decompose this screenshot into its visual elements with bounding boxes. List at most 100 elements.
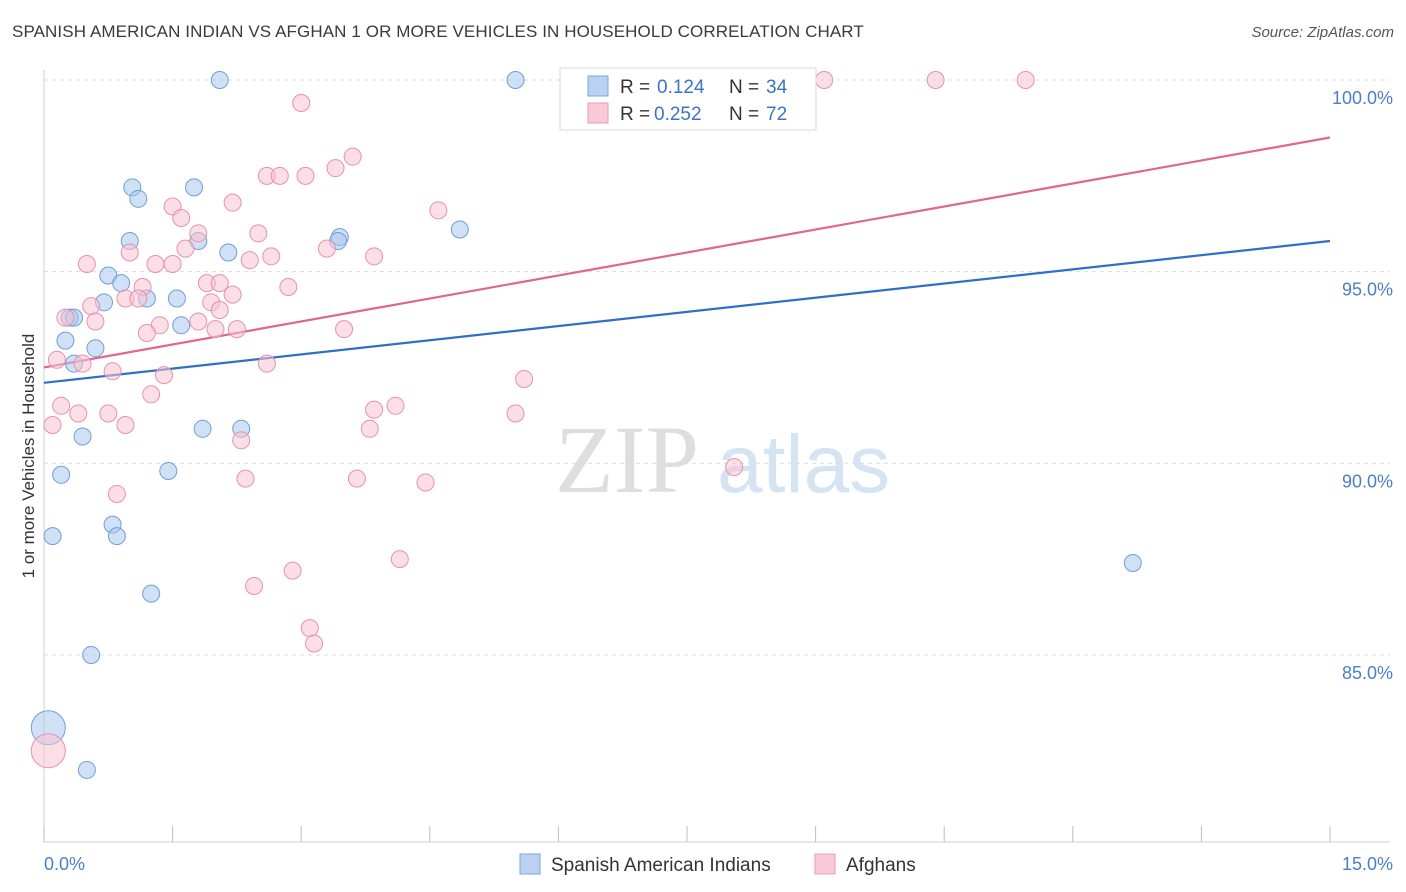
point-spanish: [142, 584, 161, 603]
watermark-atlas: atlas: [717, 419, 890, 510]
point-afghan: [515, 369, 534, 388]
source-label: Source: ZipAtlas.com: [1251, 24, 1394, 41]
y-tick-label: 85.0%: [1342, 663, 1393, 683]
point-spanish: [193, 419, 212, 438]
point-spanish: [86, 339, 105, 358]
legend-n-label-1: N =: [729, 77, 759, 98]
watermark: ZIP atlas: [555, 406, 890, 513]
point-spanish: [172, 316, 191, 335]
point-afghan: [43, 415, 62, 434]
trendlines: [43, 136, 1331, 384]
point-spanish: [450, 220, 469, 239]
point-afghan: [210, 274, 229, 293]
point-afghan: [146, 254, 165, 273]
point-spanish: [210, 71, 229, 89]
point-afghan: [116, 415, 135, 434]
point-afghan: [223, 285, 242, 304]
point-afghan: [73, 354, 92, 373]
y-tick-label: 100.0%: [1332, 88, 1393, 108]
point-afghan: [292, 93, 311, 112]
chart-title: SPANISH AMERICAN INDIAN VS AFGHAN 1 OR M…: [12, 22, 864, 41]
point-afghan: [305, 634, 324, 653]
point-spanish: [77, 760, 96, 779]
y-tick-label: 90.0%: [1342, 471, 1393, 491]
point-afghan: [176, 239, 195, 258]
point-afghan: [227, 320, 246, 339]
data-points: [30, 71, 1142, 779]
stats-legend: R = 0.124 N = 34 R = 0.252 N = 72: [559, 67, 817, 131]
point-afghan: [725, 458, 744, 477]
point-afghan: [300, 619, 319, 638]
point-afghan: [120, 243, 139, 262]
watermark-zip: ZIP: [555, 406, 699, 513]
point-spanish: [56, 331, 75, 350]
point-afghan: [189, 224, 208, 243]
point-spanish: [73, 427, 92, 446]
point-spanish: [1123, 553, 1142, 572]
point-afghan: [232, 431, 251, 450]
series-label-afghan: Afghans: [846, 855, 916, 876]
point-afghan: [77, 254, 96, 273]
series-swatch-afghan: [814, 853, 836, 875]
point-afghan: [262, 247, 281, 266]
point-afghan: [189, 312, 208, 331]
point-afghan: [142, 385, 161, 404]
point-afghan: [86, 312, 105, 331]
point-afghan: [99, 404, 118, 423]
point-afghan: [137, 323, 156, 342]
point-afghan: [335, 320, 354, 339]
point-spanish: [219, 243, 238, 262]
y-tick-label: 95.0%: [1342, 280, 1393, 300]
point-afghan: [155, 366, 174, 385]
point-afghan: [69, 404, 88, 423]
point-afghan: [236, 469, 255, 488]
point-afghan: [343, 147, 362, 166]
point-spanish: [82, 645, 101, 664]
point-spanish: [185, 178, 204, 197]
point-afghan: [206, 320, 225, 339]
point-afghan: [103, 362, 122, 381]
point-afghan: [249, 224, 268, 243]
point-afghan: [172, 208, 191, 227]
point-afghan: [386, 396, 405, 415]
point-afghan: [283, 561, 302, 580]
point-afghan: [1016, 71, 1035, 89]
legend-r-label-2: R =: [620, 104, 650, 125]
point-afghan: [82, 297, 101, 316]
point-afghan: [416, 473, 435, 492]
point-afghan: [240, 251, 259, 270]
point-spanish: [52, 465, 71, 484]
point-spanish: [129, 189, 148, 208]
x-tick-label: 15.0%: [1342, 854, 1393, 874]
point-afghan: [347, 469, 366, 488]
y-axis-label: 1 or more Vehicles in Household: [19, 334, 38, 579]
point-afghan: [270, 166, 289, 185]
x-tick-label: 0.0%: [44, 854, 85, 874]
point-afghan: [279, 277, 298, 296]
legend-n-value-1: 34: [766, 77, 788, 98]
point-afghan: [56, 308, 75, 327]
point-spanish: [107, 527, 126, 546]
point-afghan: [360, 419, 379, 438]
point-afghan: [107, 484, 126, 503]
trendline-spanish: [43, 239, 1331, 384]
point-spanish: [159, 461, 178, 480]
point-afghan: [257, 354, 276, 373]
x-tick-labels: 0.0% 15.0%: [44, 854, 1393, 874]
point-spanish: [112, 274, 131, 293]
legend-n-value-2: 72: [766, 104, 787, 125]
point-afghan: [506, 404, 525, 423]
point-afghan: [245, 576, 264, 595]
point-afghan: [317, 239, 336, 258]
point-spanish: [167, 289, 186, 308]
point-afghan: [365, 247, 384, 266]
point-afghan: [815, 71, 834, 89]
point-afghan: [223, 193, 242, 212]
point-afghan: [163, 254, 182, 273]
point-afghan: [296, 166, 315, 185]
point-afghan: [210, 300, 229, 319]
point-afghan: [129, 289, 148, 308]
point-afghan: [30, 733, 66, 769]
point-spanish: [43, 527, 62, 546]
